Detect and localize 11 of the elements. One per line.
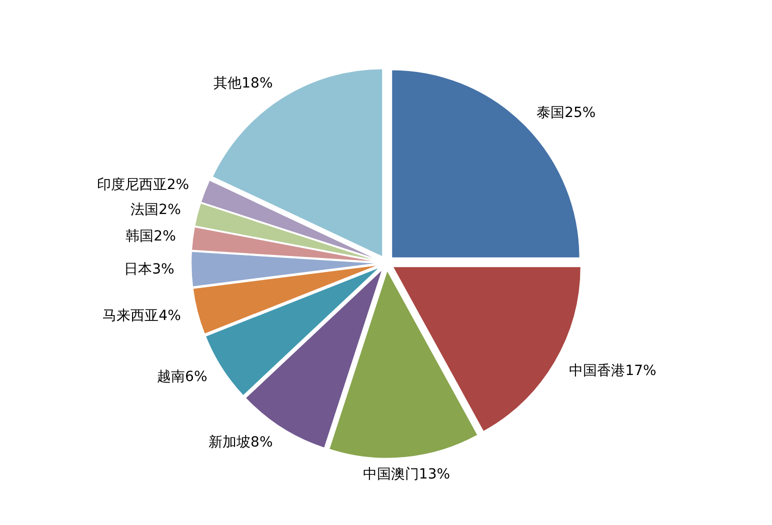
slice-label: 中国香港17%	[569, 363, 656, 380]
slice-label: 韩国2%	[126, 228, 176, 244]
slice-label: 中国澳门13%	[362, 466, 450, 482]
slice-label: 其他18%	[214, 76, 273, 92]
slice-label: 越南6%	[157, 368, 208, 385]
slice-label: 马来西亚4%	[102, 308, 181, 324]
slice-label: 法国2%	[130, 202, 181, 218]
slice-label: 印度尼西亚2%	[96, 176, 190, 193]
slice-label: 新加坡8%	[208, 434, 273, 450]
slice-label: 日本3%	[124, 262, 174, 278]
slice-label: 泰国25%	[536, 104, 596, 121]
